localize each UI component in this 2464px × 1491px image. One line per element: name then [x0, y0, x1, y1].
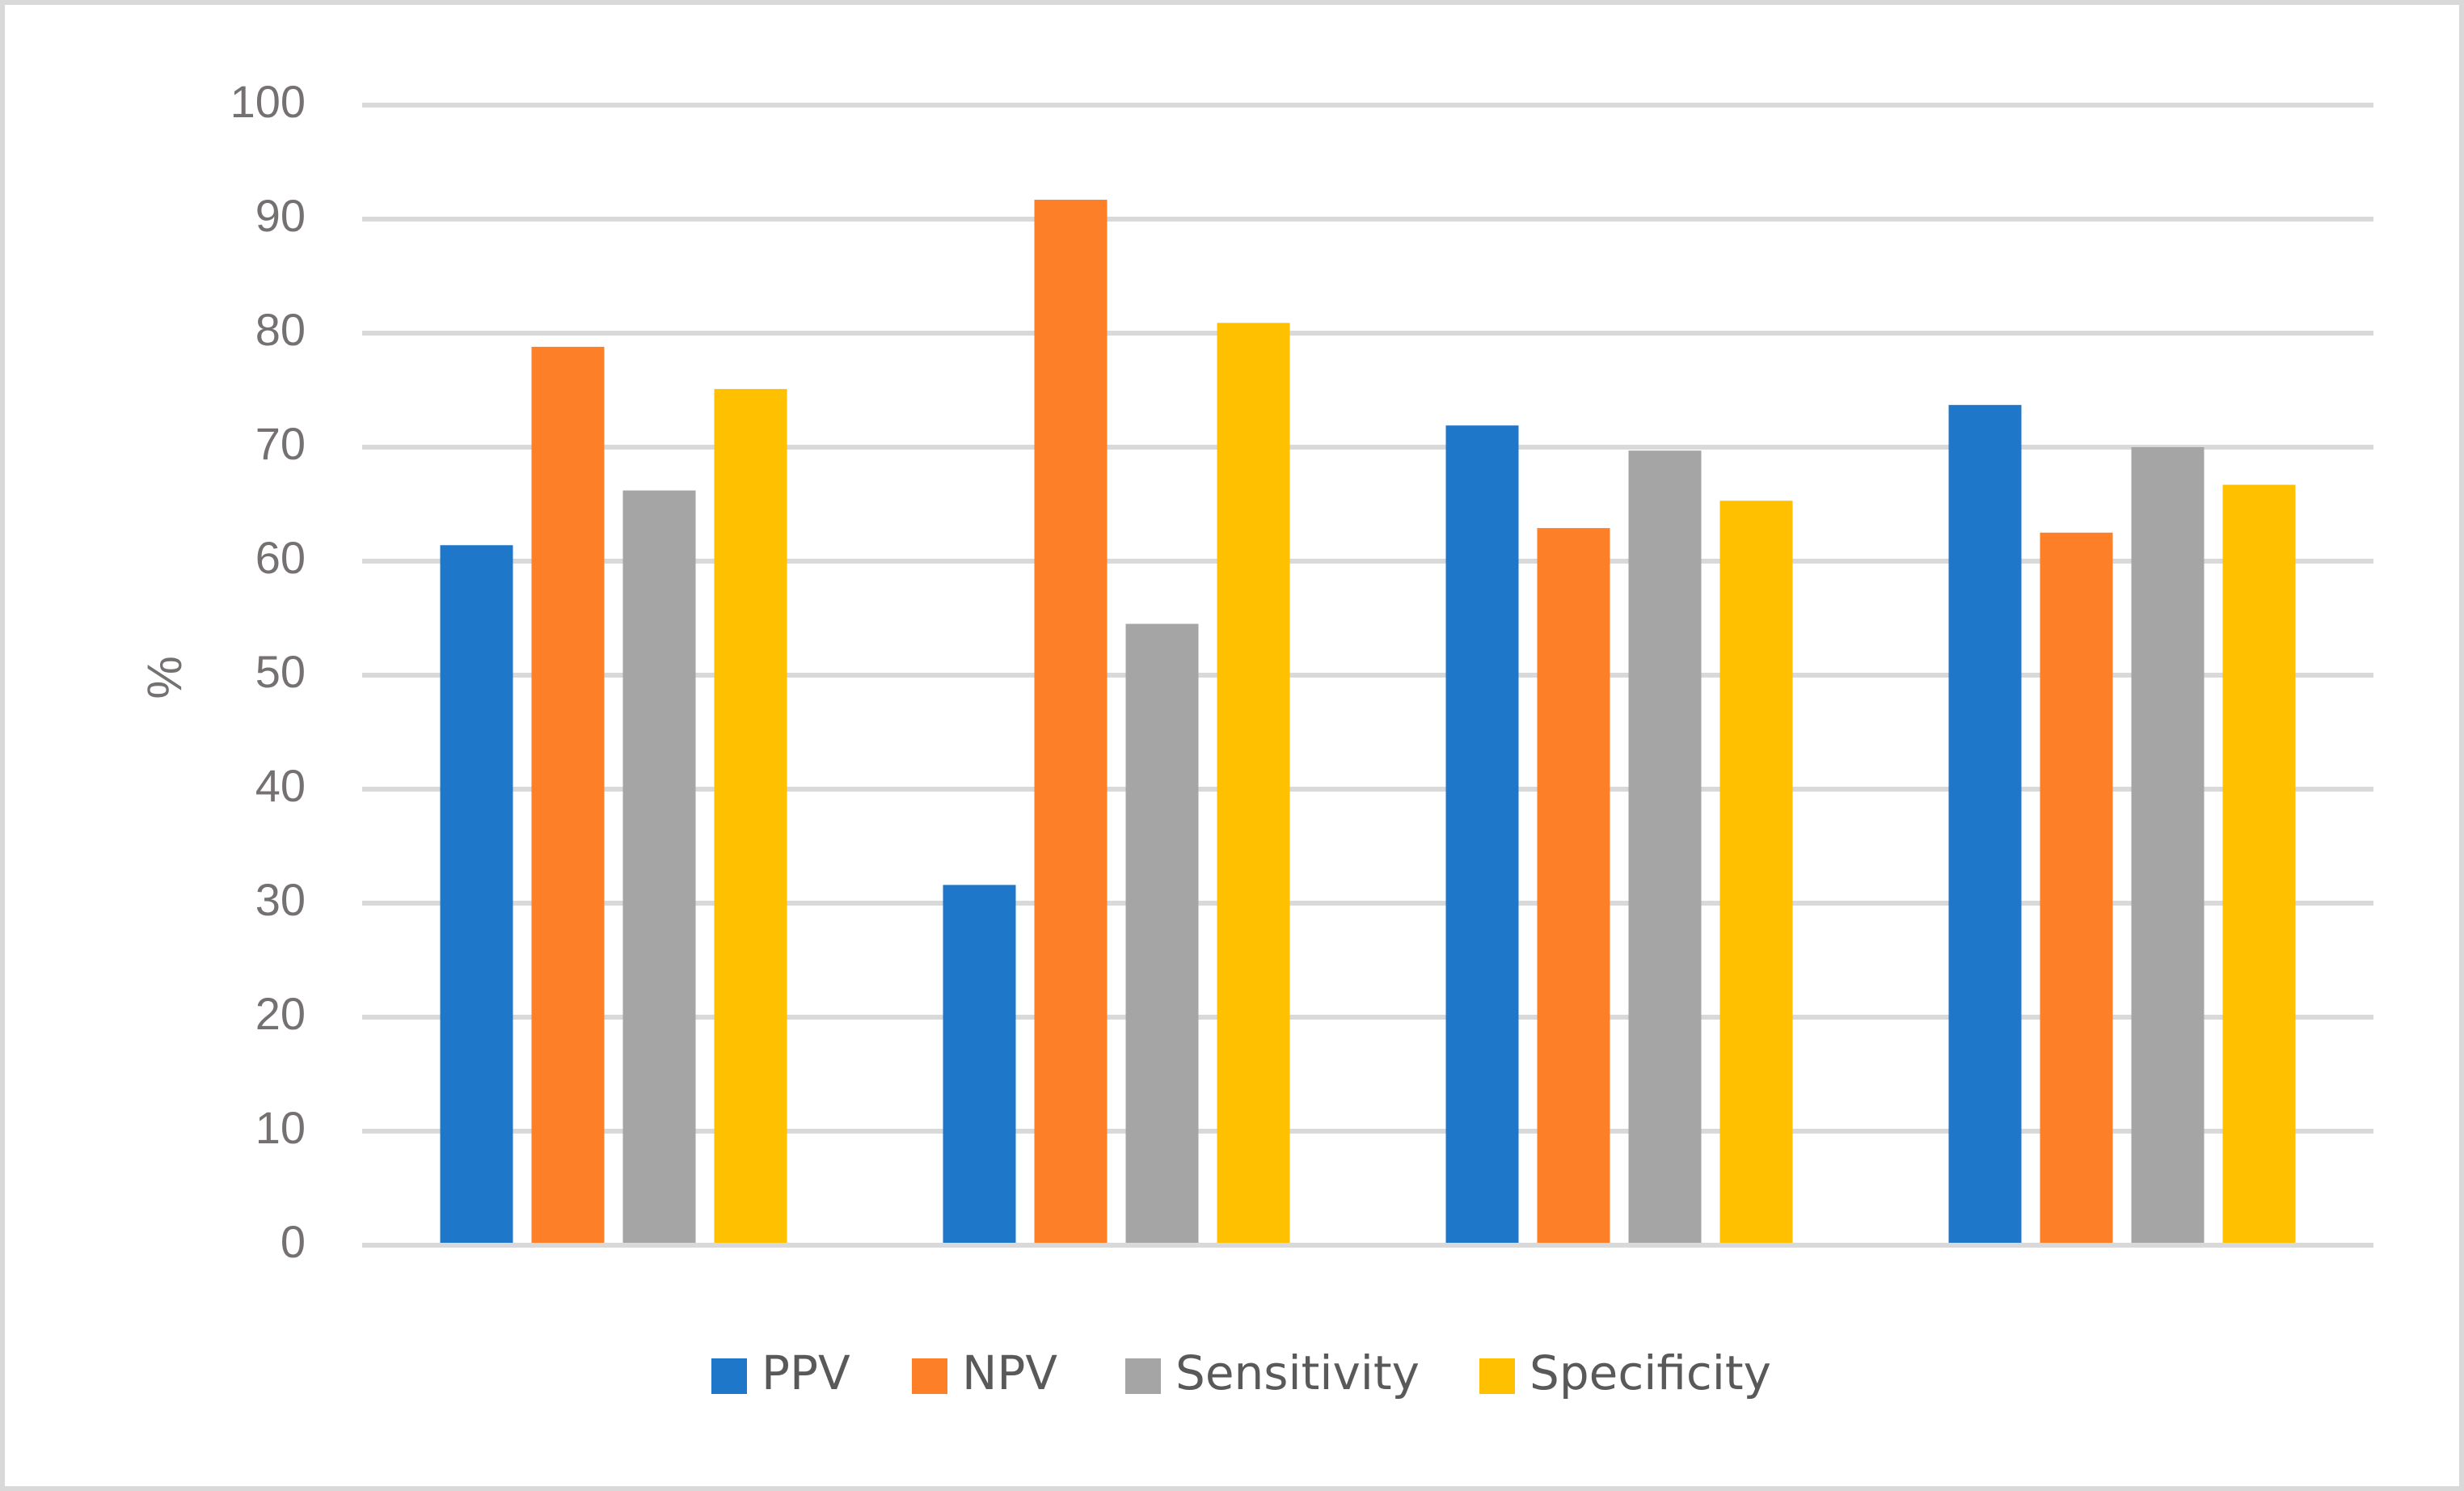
bar-ppv-group-3	[1445, 425, 1519, 1245]
bar-sensitivity-group-1	[622, 490, 696, 1245]
bar-ppv-group-1	[440, 545, 513, 1245]
bar-sensitivity-group-4	[2131, 447, 2205, 1245]
legend-label-specificity: Specificity	[1529, 1345, 1771, 1400]
bar-specificity-group-4	[2222, 484, 2296, 1245]
legend-swatch-sensitivity	[1125, 1358, 1161, 1394]
bar-npv-group-2	[1034, 200, 1108, 1245]
bar-npv-group-1	[531, 346, 605, 1245]
y-axis-title: %	[137, 656, 192, 699]
bar-specificity-group-2	[1217, 323, 1290, 1245]
legend-swatch-specificity	[1479, 1358, 1515, 1394]
legend-swatch-ppv	[711, 1358, 747, 1394]
y-axis-tick-labels: 0 10 20 30 40 50 60 70 80 90 100	[230, 76, 306, 1267]
y-tick-label: 10	[255, 1102, 306, 1153]
y-tick-label: 90	[255, 190, 306, 241]
bar-npv-group-4	[2040, 532, 2113, 1245]
bar-specificity-group-3	[1719, 501, 1793, 1245]
y-tick-label: 0	[281, 1216, 306, 1267]
bar-sensitivity-group-3	[1628, 450, 1702, 1245]
y-tick-label: 80	[255, 304, 306, 355]
bar-npv-group-3	[1537, 528, 1610, 1245]
y-tick-label: 40	[255, 760, 306, 811]
y-tick-label: 30	[255, 874, 306, 925]
y-tick-label: 20	[255, 988, 306, 1039]
bar-sensitivity-group-2	[1125, 623, 1199, 1245]
bar-ppv-group-2	[943, 885, 1016, 1245]
y-tick-label: 100	[230, 76, 306, 127]
y-tick-label: 60	[255, 532, 306, 583]
legend-label-sensitivity: Sensitivity	[1175, 1345, 1420, 1400]
y-tick-label: 50	[255, 646, 306, 697]
bar-specificity-group-1	[714, 389, 787, 1246]
bar-ppv-group-4	[1948, 404, 2022, 1246]
legend: PPV NPV Sensitivity Specificity	[711, 1345, 1771, 1400]
legend-label-ppv: PPV	[762, 1345, 850, 1400]
legend-swatch-npv	[912, 1358, 947, 1394]
bars	[362, 200, 2373, 1248]
y-tick-label: 70	[255, 418, 306, 469]
legend-label-npv: NPV	[962, 1345, 1057, 1400]
